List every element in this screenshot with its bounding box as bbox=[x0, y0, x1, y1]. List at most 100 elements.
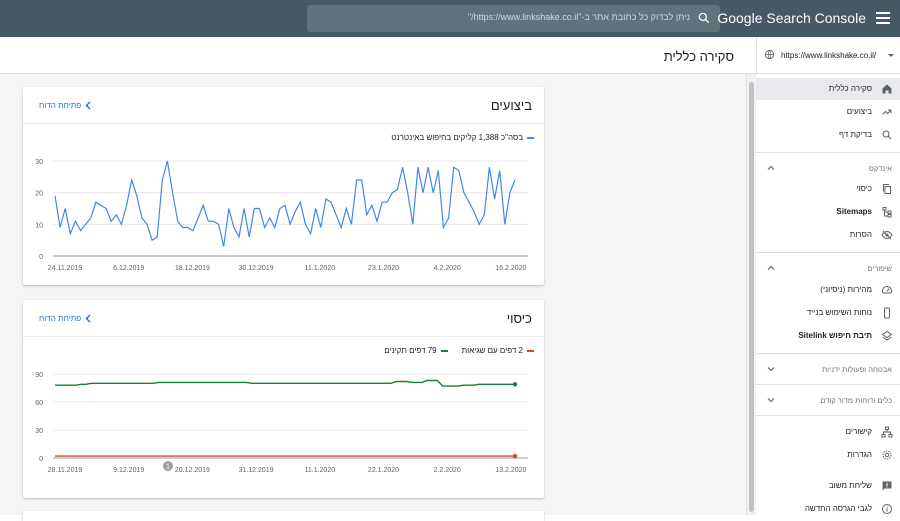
sidebar-section-index[interactable]: אינדקס bbox=[756, 152, 900, 182]
sidebar-item-label: הסרות bbox=[849, 230, 872, 239]
eye-off-icon bbox=[881, 230, 893, 240]
x-tick-label: 28.11.2019 bbox=[48, 467, 83, 474]
sidebar-item-removals[interactable]: הסרות bbox=[756, 224, 900, 246]
sidebar-item-sitemaps[interactable]: Sitemaps bbox=[756, 201, 900, 223]
search-icon bbox=[882, 130, 892, 140]
settings-icon bbox=[882, 450, 892, 460]
page-header: סקירה כללית bbox=[0, 37, 756, 74]
property-url: https://www.linkshake.co.il/ bbox=[781, 51, 877, 60]
legend-item-valid[interactable]: 79 דפים תקינים bbox=[384, 346, 448, 355]
performance-legend[interactable]: בסה"כ 1,388 קליקים בחיפוש באינטרנט bbox=[391, 133, 534, 142]
y-tick-label: 20 bbox=[35, 191, 43, 198]
sidebar-item-label: שליחת משוב bbox=[828, 481, 872, 490]
series-end-point bbox=[512, 382, 518, 387]
sidebar-item-links[interactable]: קישורים bbox=[756, 421, 900, 443]
sidebar-item-about-new-version[interactable]: לגבי הגרסה החדשה bbox=[756, 498, 900, 520]
sidebar-item-mobile-usability[interactable]: נוחות השימוש בנייד bbox=[756, 302, 900, 324]
performance-open-report-link[interactable]: פתיחת הדוח bbox=[39, 101, 92, 110]
links-icon bbox=[881, 426, 893, 438]
top-app-bar: ניתן לבדוק כל כתובת אתר ב-"https://www.l… bbox=[0, 0, 900, 37]
sidebar-divider bbox=[756, 415, 900, 416]
caret-down-icon[interactable] bbox=[886, 50, 896, 60]
sidebar-item-coverage[interactable]: כיסוי bbox=[756, 178, 900, 200]
x-tick-label: 20.12.2019 bbox=[175, 467, 210, 474]
section-label: שיפורים bbox=[867, 264, 892, 273]
url-inspection-search[interactable]: ניתן לבדוק כל כתובת אתר ב-"https://www.l… bbox=[307, 5, 720, 32]
legend-label-valid: 79 דפים תקינים bbox=[384, 346, 437, 355]
property-selector[interactable]: https://www.linkshake.co.il/ bbox=[756, 37, 900, 74]
series-end-point bbox=[512, 453, 518, 459]
x-tick-label: 16.2.2020 bbox=[495, 265, 526, 272]
layers-icon bbox=[881, 330, 893, 341]
sidebar-item-overview[interactable]: סקירה כללית bbox=[756, 78, 900, 100]
performance-open-report-label: פתיחת הדוח bbox=[39, 101, 82, 110]
performance-chart[interactable]: 0 10 20 30 24.11.2019 6.12.2019 18.12.2019 30.1… bbox=[23, 87, 544, 285]
y-tick-label: 10 bbox=[35, 222, 43, 229]
sidebar-section-legacy[interactable]: כלים ודוחות מדור קודם bbox=[756, 384, 900, 414]
legend-label-errors: 2 דפים עם שגיאות bbox=[461, 346, 523, 355]
scrollbar-thumb[interactable] bbox=[749, 82, 754, 512]
sidebar-item-sitelinks-searchbox[interactable]: תיבת חיפוש Sitelink bbox=[756, 325, 900, 347]
sidebar-item-settings[interactable]: הגדרות bbox=[756, 444, 900, 466]
series-line bbox=[54, 160, 516, 247]
sidebar-item-label: מהירות (ניסיוני) bbox=[820, 285, 872, 294]
chevron-down-icon bbox=[767, 367, 775, 372]
x-tick-label: 24.11.2019 bbox=[48, 265, 83, 272]
x-tick-label: 4.2.2020 bbox=[434, 265, 461, 272]
app-brand[interactable]: Google Search Console bbox=[717, 10, 866, 26]
x-tick-label: 11.1.2020 bbox=[304, 467, 335, 474]
sidebar-section-enhancements[interactable]: שיפורים bbox=[756, 252, 900, 282]
legend-swatch-valid bbox=[440, 349, 448, 352]
search-icon[interactable] bbox=[697, 11, 711, 25]
sidebar-item-feedback[interactable]: שליחת משוב bbox=[756, 475, 900, 497]
card-divider bbox=[23, 123, 544, 124]
home-icon bbox=[882, 84, 892, 94]
coverage-open-report-label: פתיחת הדוח bbox=[39, 314, 82, 323]
x-tick-label: 30.12.2019 bbox=[239, 265, 274, 272]
sidebar-item-label: בדיקת דף bbox=[839, 130, 872, 139]
legend-item-clicks[interactable]: בסה"כ 1,388 קליקים בחיפוש באינטרנט bbox=[391, 133, 534, 142]
x-tick-label: 9.12.2019 bbox=[113, 467, 144, 474]
sidebar: סקירה כללית ביצועים בדיקת דף אינדקס כיסו… bbox=[756, 74, 900, 515]
x-tick-label: 11.1.2020 bbox=[304, 265, 335, 272]
x-tick-label: 18.12.2019 bbox=[175, 265, 210, 272]
hamburger-menu-icon[interactable] bbox=[874, 9, 892, 27]
scrollbar[interactable] bbox=[746, 74, 756, 515]
sidebar-item-label: קישורים bbox=[845, 427, 872, 436]
x-tick-label: 23.1.2020 bbox=[368, 265, 399, 272]
info-icon bbox=[882, 504, 892, 514]
card-divider bbox=[23, 336, 544, 337]
coverage-chart[interactable]: 0 30 60 90 28.11.2019 9.12.2019 20.12.2019 31.1… bbox=[23, 300, 544, 498]
phone-icon bbox=[884, 307, 890, 319]
legend-swatch-errors bbox=[527, 349, 534, 352]
search-input[interactable]: ניתן לבדוק כל כתובת אתר ב-"https://www.l… bbox=[467, 12, 690, 22]
feedback-icon bbox=[882, 481, 892, 491]
annotation-marker[interactable]: 1 bbox=[163, 461, 173, 471]
y-tick-label: 90 bbox=[35, 372, 43, 379]
sidebar-item-performance[interactable]: ביצועים bbox=[756, 101, 900, 123]
sidebar-item-label: נוחות השימוש בנייד bbox=[806, 308, 872, 317]
sidebar-item-label: תיבת חיפוש Sitelink bbox=[798, 331, 872, 340]
next-card bbox=[23, 511, 544, 521]
sidebar-section-security[interactable]: אבטחה ופעולות ידניות bbox=[756, 353, 900, 383]
coverage-open-report-link[interactable]: פתיחת הדוח bbox=[39, 314, 92, 323]
legend-item-errors[interactable]: 2 דפים עם שגיאות bbox=[462, 346, 534, 355]
sidebar-item-label: לגבי הגרסה החדשה bbox=[804, 504, 872, 513]
copy-icon bbox=[883, 184, 891, 194]
x-tick-label: 31.12.2019 bbox=[239, 467, 274, 474]
page-title: סקירה כללית bbox=[663, 49, 734, 64]
sidebar-item-speed[interactable]: מהירות (ניסיוני) bbox=[756, 279, 900, 301]
y-tick-label: 30 bbox=[35, 159, 43, 166]
sitemap-icon bbox=[882, 207, 892, 218]
coverage-legend[interactable]: 2 דפים עם שגיאות 79 דפים תקינים bbox=[384, 346, 534, 355]
section-label: אבטחה ופעולות ידניות bbox=[822, 365, 892, 374]
coverage-card: כיסוי פתיחת הדוח 2 דפים עם שגיאות 79 דפי… bbox=[23, 300, 544, 498]
sidebar-item-label: ביצועים bbox=[846, 107, 872, 116]
y-tick-label: 60 bbox=[35, 400, 43, 407]
sidebar-item-url-inspection[interactable]: בדיקת דף bbox=[756, 124, 900, 146]
speed-icon bbox=[882, 286, 892, 294]
chevron-down-icon bbox=[767, 398, 775, 403]
coverage-card-title: כיסוי bbox=[506, 311, 532, 326]
x-tick-label: 22.1.2020 bbox=[368, 467, 399, 474]
x-tick-label: 6.12.2019 bbox=[113, 265, 144, 272]
